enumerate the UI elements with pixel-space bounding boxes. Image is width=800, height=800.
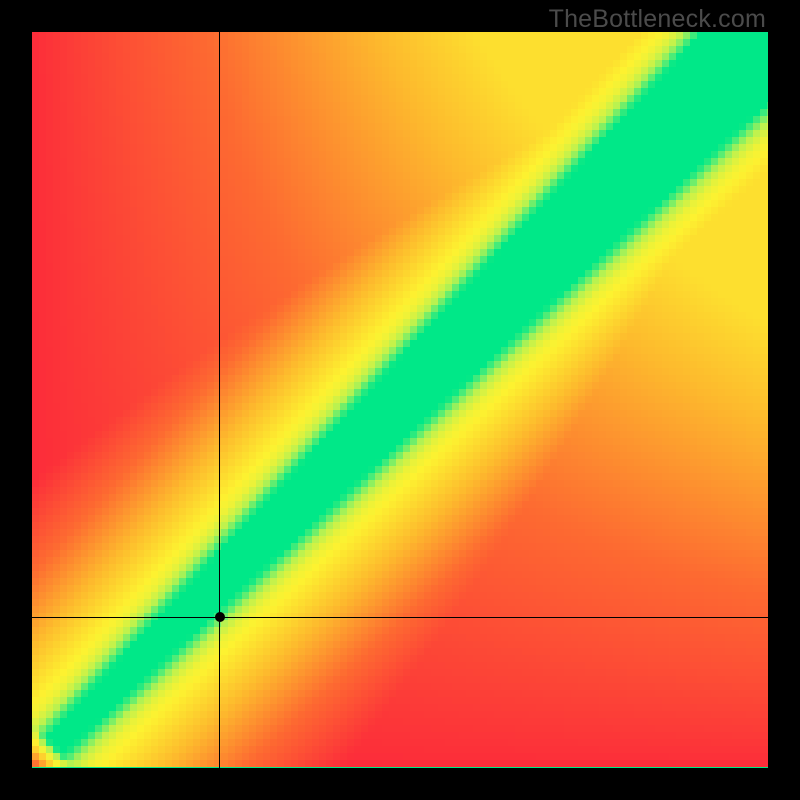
bottleneck-heatmap (32, 32, 768, 768)
outer-frame (0, 0, 800, 800)
watermark-text: TheBottleneck.com (549, 5, 766, 34)
crosshair-horizontal (32, 617, 768, 618)
crosshair-marker (215, 612, 225, 622)
crosshair-vertical (219, 32, 220, 768)
